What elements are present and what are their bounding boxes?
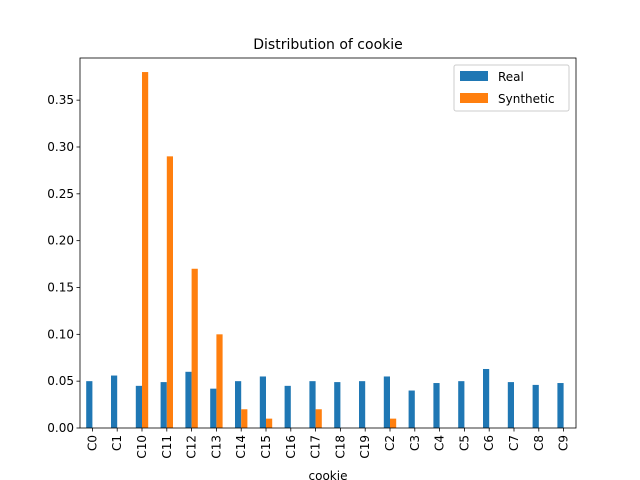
bar-real-c15: [259, 376, 266, 428]
bar-real-c3: [408, 390, 415, 428]
bar-real-c9: [557, 383, 564, 428]
legend-label-real: Real: [498, 70, 524, 84]
x-tick-label: C11: [160, 435, 174, 459]
x-tick-label: C14: [234, 435, 248, 459]
bar-real-c12: [185, 371, 192, 428]
bar-real-c10: [135, 385, 142, 428]
x-tick-label: C6: [482, 435, 496, 451]
bar-synthetic-c12: [191, 268, 198, 428]
bar-real-c0: [86, 381, 93, 428]
legend: Real Synthetic: [453, 64, 570, 112]
x-tick-label: C2: [383, 435, 397, 451]
x-tick-label: C7: [507, 435, 521, 451]
x-axis-label: cookie: [309, 469, 348, 480]
bar-real-c2: [383, 376, 390, 428]
y-tick-label: 0.15: [47, 280, 74, 294]
bar-real-c6: [483, 368, 490, 428]
x-tick-label: C17: [309, 435, 323, 459]
legend-swatch-synthetic: [460, 93, 488, 103]
bar-real-c7: [507, 382, 514, 428]
bar-real-c11: [160, 382, 167, 428]
y-tick-label: 0.35: [47, 93, 74, 107]
x-tick-label: C4: [433, 435, 447, 451]
x-tick-label: C8: [532, 435, 546, 451]
chart-title: Distribution of cookie: [253, 37, 403, 53]
bar-synthetic-c11: [166, 156, 173, 428]
y-tick-label: 0.30: [47, 140, 74, 154]
x-tick-label: C9: [557, 435, 571, 451]
x-tick-label: C12: [185, 435, 199, 459]
x-tick-label: C19: [358, 435, 372, 459]
bar-real-c19: [359, 381, 366, 428]
x-tick-label: C10: [135, 435, 149, 459]
bar-real-c5: [458, 381, 465, 428]
bar-real-c13: [210, 388, 217, 428]
bar-synthetic-c17: [315, 409, 322, 428]
bar-synthetic-c14: [241, 409, 248, 428]
bar-synthetic-c15: [266, 418, 273, 428]
x-tick-label: C13: [209, 435, 223, 459]
x-tick-label: C16: [284, 435, 298, 459]
bar-real-c1: [111, 375, 118, 428]
y-axis: 0.00 0.05 0.10 0.15 0.20 0.25 0.30 0.35: [47, 93, 80, 435]
x-tick-label: C18: [333, 435, 347, 459]
bar-synthetic-c10: [142, 72, 149, 429]
bar-synthetic-c2: [390, 418, 397, 428]
x-tick-label: C1: [110, 435, 124, 451]
legend-label-synthetic: Synthetic: [498, 92, 555, 106]
x-tick-label: C0: [85, 435, 99, 451]
bar-real-c14: [235, 381, 242, 428]
y-tick-label: 0.00: [47, 421, 74, 435]
bar-real-c17: [309, 381, 316, 428]
plot-frame: [79, 57, 577, 429]
bar-real-c8: [532, 384, 539, 428]
y-tick-label: 0.25: [47, 187, 74, 201]
x-tick-label: C15: [259, 435, 273, 459]
y-tick-label: 0.20: [47, 234, 74, 248]
y-tick-label: 0.10: [47, 327, 74, 341]
x-tick-label: C3: [408, 435, 422, 451]
y-tick-label: 0.05: [47, 374, 74, 388]
bar-real-c4: [433, 383, 440, 428]
bar-real-c16: [284, 385, 291, 428]
x-tick-label: C5: [457, 435, 471, 451]
bars-group: [86, 72, 564, 429]
bar-real-c18: [334, 382, 341, 428]
x-axis: C0 C1 C10 C11 C12 C13 C14 C15 C16 C17 C18 C19 C2 C3 C4…: [85, 428, 571, 459]
bar-synthetic-c13: [216, 334, 223, 428]
legend-swatch-real: [460, 71, 488, 81]
